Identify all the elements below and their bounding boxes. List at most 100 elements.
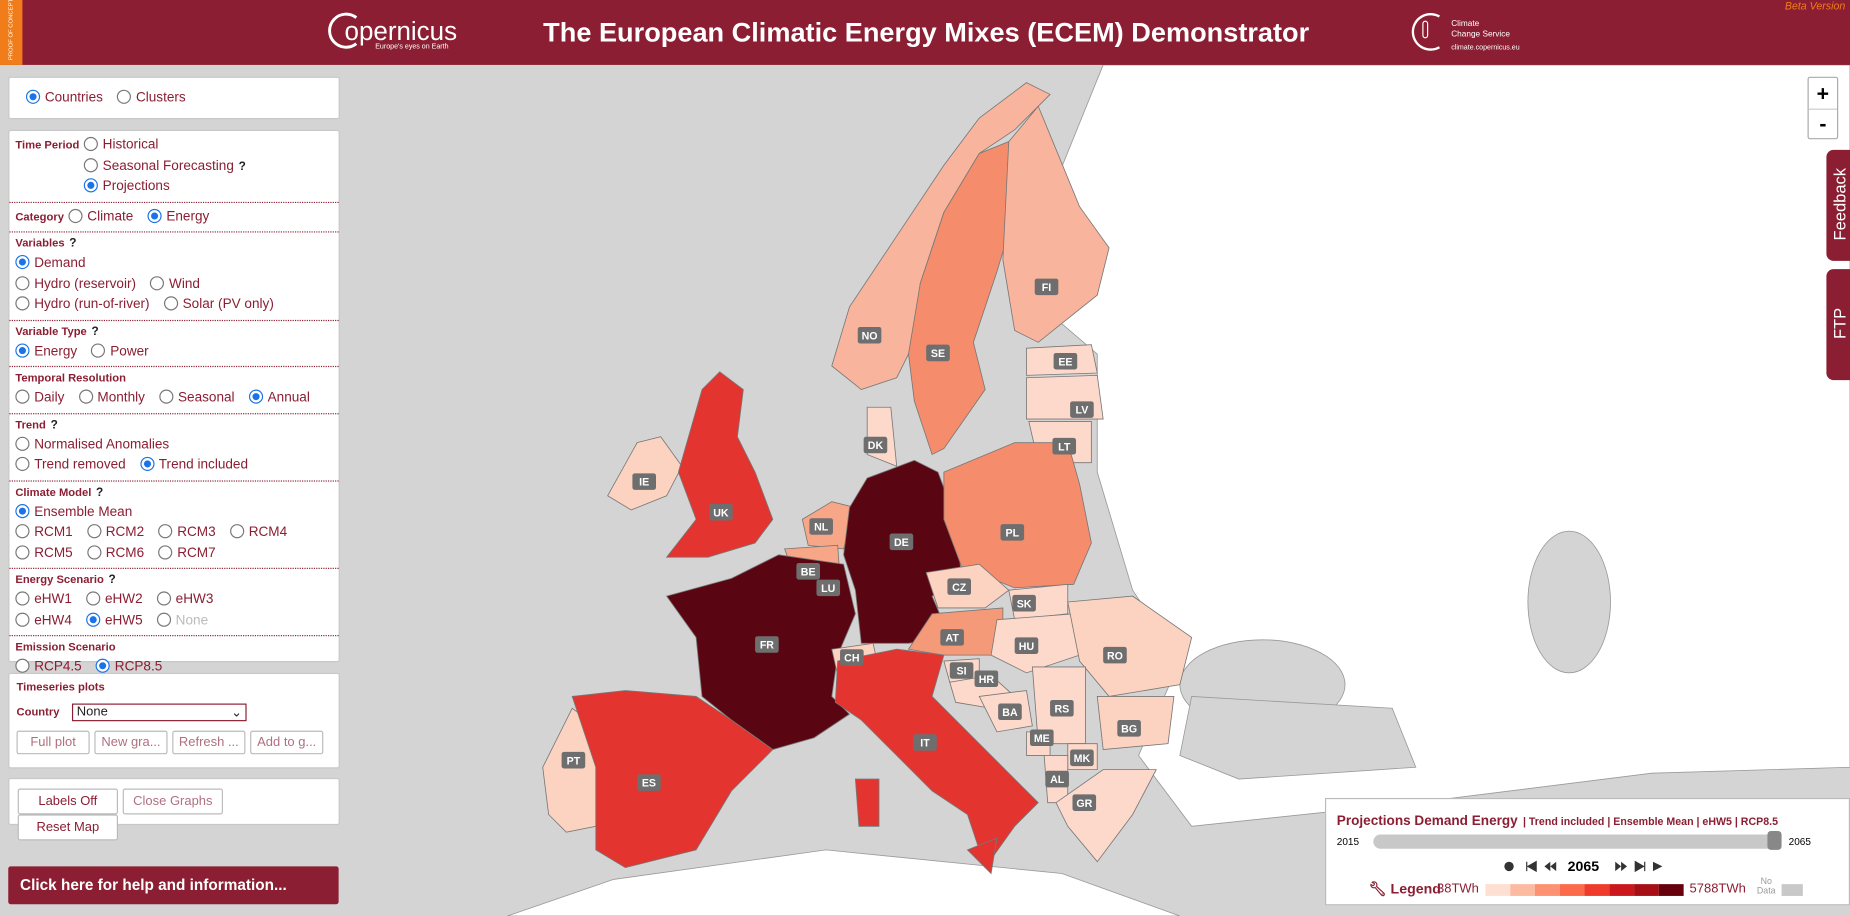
radio[interactable] [15,503,30,518]
timeseries-button[interactable]: Add to g... [250,730,324,755]
radio[interactable] [83,157,98,172]
radio-option[interactable]: Energy [147,207,209,228]
radio[interactable] [83,178,98,193]
radio[interactable] [91,342,106,358]
map-button[interactable]: Close Graphs [122,788,223,815]
radio[interactable] [158,524,173,539]
country[interactable] [571,690,774,869]
country[interactable] [1002,105,1110,343]
radio-option[interactable]: Demand [15,254,86,275]
radio[interactable] [163,296,178,311]
timeseries-button[interactable]: Refresh ... [172,730,246,755]
radio-option[interactable]: RCP4.5 [15,657,82,678]
next-icon[interactable] [1615,861,1628,872]
radio[interactable] [95,658,111,673]
radio[interactable] [15,254,30,270]
play-icon[interactable] [1652,861,1663,872]
radio-option[interactable]: Energy [15,342,77,363]
country[interactable] [665,371,774,558]
help-icon[interactable]: ? [69,237,77,251]
radio[interactable] [150,275,165,290]
ftp-tab[interactable]: FTP [1826,269,1850,381]
radio-option[interactable]: eHW3 [156,590,213,611]
radio-option[interactable]: Ensemble Mean [15,502,132,523]
map-button[interactable]: Reset Map [17,814,118,841]
radio-option[interactable]: Clusters [117,89,186,105]
help-icon[interactable]: ? [96,485,104,499]
radio[interactable] [248,389,263,404]
radio[interactable] [15,612,30,627]
help-bar[interactable]: Click here for help and information... [8,866,339,905]
radio-option[interactable]: RCM7 [158,544,216,565]
country[interactable] [831,82,1051,390]
last-icon[interactable] [1634,860,1646,873]
zoom-out[interactable]: - [1819,112,1827,136]
country-select[interactable]: None ⌄ [72,703,247,722]
radio[interactable] [15,456,30,471]
help-icon[interactable]: ? [91,325,99,339]
country[interactable] [1067,595,1193,697]
radio-option[interactable]: RCM2 [86,523,144,544]
radio-option[interactable]: Wind [150,274,200,295]
radio[interactable] [68,208,83,223]
country[interactable] [1055,769,1157,863]
radio[interactable] [15,591,30,606]
radio-option[interactable]: Normalised Anomalies [15,435,169,456]
radio-option[interactable]: RCM1 [15,523,73,544]
radio-option[interactable]: eHW2 [86,590,143,611]
radio-option[interactable]: RCM6 [86,544,144,565]
radio[interactable] [78,389,93,404]
radio-option[interactable]: Seasonal [159,388,235,409]
radio[interactable] [15,524,30,539]
prev-icon[interactable] [1544,861,1557,872]
radio-option[interactable]: Hydro (reservoir) [15,274,136,295]
radio[interactable] [159,389,174,404]
radio-option[interactable]: Climate [68,207,133,228]
radio-option[interactable]: Seasonal Forecasting? [83,156,246,177]
radio-option[interactable]: RCM3 [158,523,216,544]
radio[interactable] [156,591,171,606]
radio-option[interactable]: RCP8.5 [95,657,162,678]
radio-option[interactable]: Hydro (run-of-river) [15,295,150,316]
radio[interactable] [15,436,30,451]
help-icon[interactable]: ? [108,573,116,587]
radio[interactable] [117,89,132,104]
radio[interactable] [139,456,155,471]
country[interactable] [834,648,1039,869]
radio[interactable] [86,591,101,606]
radio[interactable] [15,544,30,559]
radio-option[interactable]: eHW1 [15,590,72,611]
timeseries-button[interactable]: New gra... [94,730,168,755]
country[interactable] [908,141,1016,456]
radio[interactable] [15,275,30,290]
slider-track[interactable] [1373,831,1782,850]
radio-option[interactable]: Countries [25,89,103,105]
help-icon[interactable]: ? [50,418,58,432]
radio-option[interactable]: Trend included [139,456,248,477]
radio-option[interactable]: Annual [248,388,310,409]
clock-icon[interactable] [1504,861,1514,872]
map-button[interactable]: Labels Off [17,788,118,815]
radio-option[interactable]: Projections [83,177,170,198]
radio[interactable] [147,208,162,223]
radio-option[interactable]: Power [91,342,149,363]
help-icon[interactable]: ? [238,159,246,173]
radio-option[interactable]: Trend removed [15,456,126,477]
radio[interactable] [25,89,41,104]
radio-option[interactable]: RCM4 [229,523,287,544]
radio-option[interactable]: eHW5 [86,611,143,632]
radio[interactable] [229,524,244,539]
radio[interactable] [83,136,98,152]
radio[interactable] [86,544,101,559]
radio[interactable] [15,658,30,673]
radio-option[interactable]: Historical [83,136,158,157]
radio[interactable] [15,296,30,311]
slider-thumb[interactable] [1767,831,1782,850]
radio-option[interactable]: Monthly [78,388,145,409]
radio-option[interactable]: eHW4 [15,611,72,632]
country[interactable] [943,442,1092,589]
radio[interactable] [15,389,30,404]
feedback-tab[interactable]: Feedback [1826,149,1850,261]
radio[interactable] [86,524,101,539]
zoom-in[interactable]: + [1808,78,1838,110]
